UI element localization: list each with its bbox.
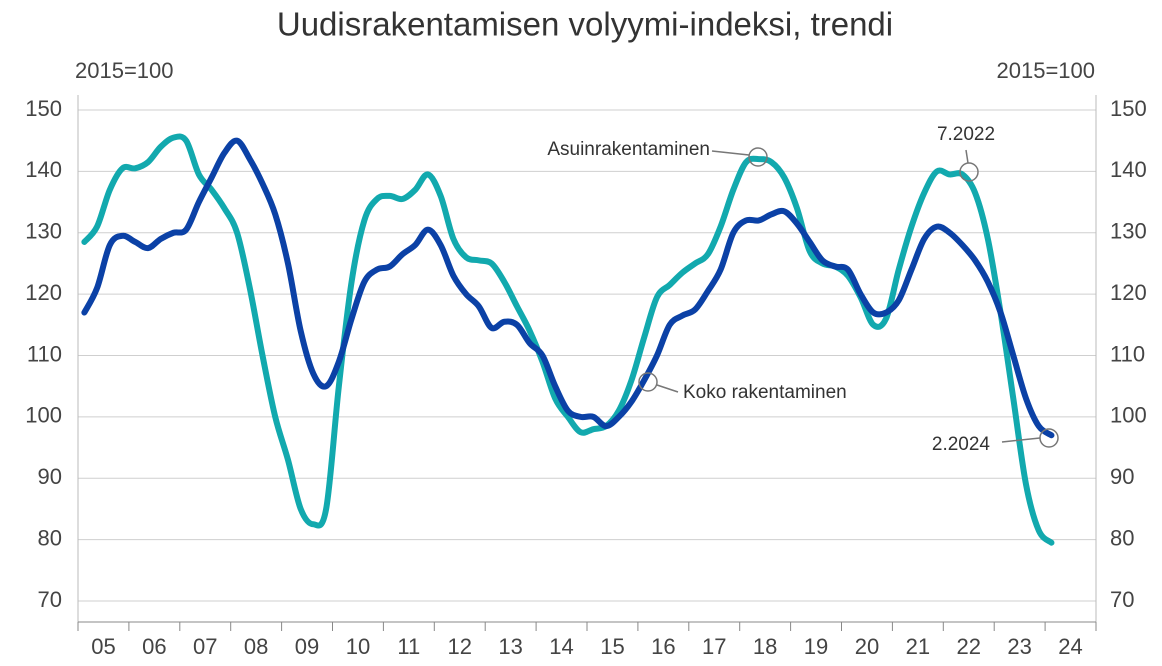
x-tick-label: 13 — [498, 634, 522, 659]
x-tick-label: 06 — [142, 634, 166, 659]
annotation-text: Asuinrakentaminen — [547, 139, 710, 160]
x-tick-label: 23 — [1007, 634, 1031, 659]
y2-tick-label: 90 — [1110, 464, 1134, 489]
annotation-text: Koko rakentaminen — [683, 382, 847, 403]
x-tick-label: 22 — [957, 634, 981, 659]
x-tick-label: 07 — [193, 634, 217, 659]
series-line — [81, 133, 1055, 546]
x-tick-label: 20 — [855, 634, 879, 659]
y-tick-label: 150 — [25, 96, 62, 121]
x-tick-label: 10 — [346, 634, 370, 659]
x-tick-label: 21 — [906, 634, 930, 659]
annotation-marker — [748, 147, 768, 167]
y-tick-label: 70 — [38, 587, 62, 612]
y2-tick-label: 150 — [1110, 96, 1147, 121]
x-tick-label: 11 — [397, 634, 420, 659]
x-tick-label: 14 — [549, 634, 573, 659]
x-tick-label: 17 — [702, 634, 726, 659]
x-tick-label: 16 — [651, 634, 675, 659]
y-tick-label: 130 — [25, 219, 62, 244]
y2-tick-label: 100 — [1110, 403, 1147, 428]
y2-tick-label: 130 — [1110, 219, 1147, 244]
annotation-leader — [656, 384, 679, 393]
x-tick-label: 12 — [448, 634, 472, 659]
y2-tick-label: 140 — [1110, 157, 1147, 182]
x-tick-label: 18 — [753, 634, 777, 659]
x-tick-label: 08 — [244, 634, 268, 659]
y2-tick-label: 110 — [1110, 341, 1145, 366]
y-tick-label: 120 — [25, 280, 62, 305]
y-tick-label: 90 — [38, 464, 62, 489]
x-tick-label: 09 — [295, 634, 319, 659]
y2-axis-label: 2015=100 — [997, 58, 1096, 83]
x-tick-label: 05 — [91, 634, 115, 659]
y2-tick-label: 120 — [1110, 280, 1147, 305]
annotation-text: 2.2024 — [932, 434, 991, 455]
y-tick-label: 80 — [38, 525, 62, 550]
y-tick-label: 140 — [25, 157, 62, 182]
grid — [78, 109, 1096, 602]
x-tick-label: 24 — [1058, 634, 1082, 659]
chart-title: Uudisrakentamisen volyymi-indeksi, trend… — [277, 6, 893, 43]
x-tick-label: 19 — [804, 634, 828, 659]
annotations — [638, 147, 1059, 448]
annotation-marker — [638, 372, 658, 392]
y2-tick-label: 80 — [1110, 525, 1134, 550]
y-tick-label: 100 — [25, 403, 62, 428]
x-tick-label: 15 — [600, 634, 624, 659]
annotation-leader — [965, 149, 969, 164]
annotation-leader — [1001, 437, 1041, 443]
y-axis-label: 2015=100 — [75, 58, 174, 83]
lines — [81, 133, 1055, 546]
annotation-marker — [959, 162, 979, 182]
y2-tick-label: 70 — [1110, 587, 1134, 612]
series-line — [81, 137, 1055, 439]
y-tick-label: 110 — [27, 341, 62, 366]
annotation-text: 7.2022 — [937, 124, 995, 145]
annotation-leader — [711, 150, 750, 156]
